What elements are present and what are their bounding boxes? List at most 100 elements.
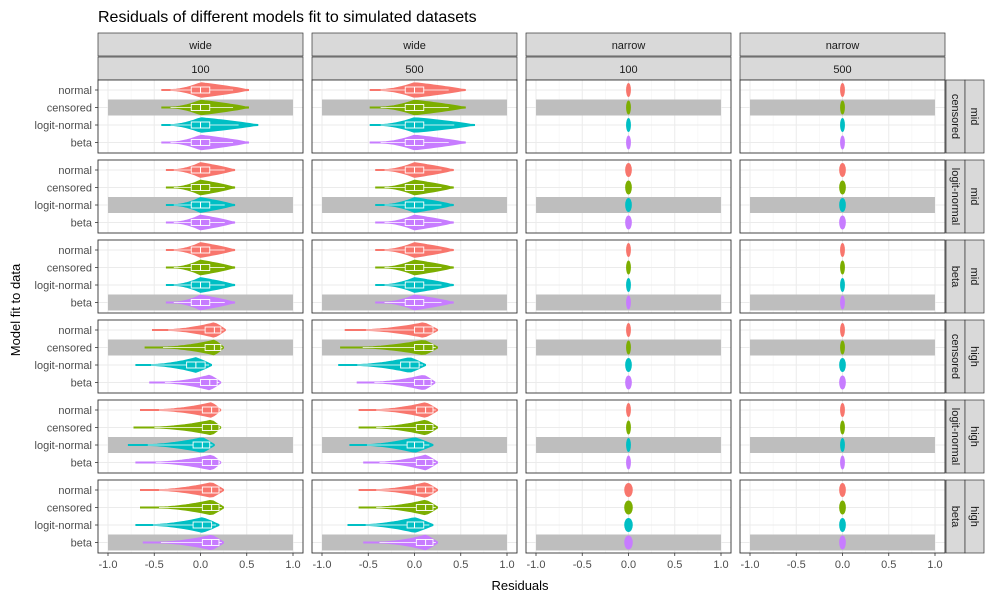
strip-location xyxy=(964,239,985,314)
violin-normal xyxy=(839,163,846,177)
strip-n-label: 500 xyxy=(833,64,851,76)
panel-border xyxy=(525,239,732,314)
violin-censored xyxy=(161,99,249,116)
y-tick-label: beta xyxy=(71,378,93,390)
violin-logit-normal xyxy=(840,438,845,452)
y-tick-label: censored xyxy=(47,183,92,195)
violin-beta xyxy=(839,215,846,230)
x-tick-label: 0.5 xyxy=(667,559,682,571)
panel xyxy=(739,79,946,154)
violin-normal xyxy=(161,82,249,98)
strip-location xyxy=(964,159,985,234)
x-tick-label: 0.5 xyxy=(881,559,896,571)
strip-spread-label: narrow xyxy=(826,40,860,52)
panel-border xyxy=(311,79,518,154)
violin-censored xyxy=(840,340,845,355)
violin-beta xyxy=(840,455,845,470)
violin-beta xyxy=(840,135,845,150)
strip-location-label: high xyxy=(968,346,980,367)
panel xyxy=(739,479,946,554)
x-tick-label: 0.0 xyxy=(407,559,422,571)
strip-location xyxy=(964,479,985,554)
violin-logit-normal xyxy=(839,358,846,372)
panel-border xyxy=(97,79,304,154)
strip-spread-label: wide xyxy=(402,40,426,52)
strip-location-label: high xyxy=(968,426,980,447)
violin-normal xyxy=(626,83,631,97)
x-tick-label: 1.0 xyxy=(713,559,728,571)
panel-border xyxy=(739,239,946,314)
panel-border xyxy=(525,159,732,234)
panel xyxy=(525,79,732,154)
strip-location xyxy=(964,399,985,474)
panel-border xyxy=(97,399,304,474)
violin-normal xyxy=(624,483,633,497)
violin-beta xyxy=(625,375,632,390)
panel xyxy=(97,479,304,554)
panel xyxy=(739,399,946,474)
panel-border xyxy=(525,319,732,394)
x-tick-label: -1.0 xyxy=(527,559,546,571)
panel xyxy=(311,79,518,154)
facet-grid: wide 100 wide 500 narrow 100 narrow 500 censored… xyxy=(35,32,985,571)
strip-true-model-label: beta xyxy=(949,266,961,288)
y-tick-label: logit-normal xyxy=(35,120,92,132)
panel xyxy=(525,399,732,474)
y-tick-label: normal xyxy=(58,245,92,257)
strip-true-model-label: censored xyxy=(949,94,961,139)
y-tick-label: censored xyxy=(47,423,92,435)
panel xyxy=(311,399,518,474)
y-tick-label: logit-normal xyxy=(35,280,92,292)
panel-border xyxy=(525,79,732,154)
panel xyxy=(97,239,304,314)
violin-beta xyxy=(839,535,846,550)
violin-beta xyxy=(626,295,631,310)
strip-spread-0 xyxy=(97,32,304,57)
violin-logit-normal xyxy=(626,278,631,292)
x-tick-label: 0.0 xyxy=(193,559,208,571)
violin-normal xyxy=(840,403,845,417)
panel xyxy=(311,159,518,234)
panel-border xyxy=(739,79,946,154)
chart-title: Residuals of different models fit to sim… xyxy=(98,9,477,26)
violin-logit-normal xyxy=(626,118,631,132)
x-tick-label: 1.0 xyxy=(927,559,942,571)
panel-border xyxy=(97,319,304,394)
y-tick-label: logit-normal xyxy=(35,200,92,212)
panel-border xyxy=(311,239,518,314)
y-tick-label: beta xyxy=(71,538,93,550)
violin-censored xyxy=(839,180,846,195)
panel-border xyxy=(97,159,304,234)
panel xyxy=(525,319,732,394)
violin-normal xyxy=(840,243,845,257)
violin-censored xyxy=(840,420,845,435)
violin-beta xyxy=(839,375,846,390)
x-tick-label: 0.0 xyxy=(835,559,850,571)
panel-border xyxy=(739,399,946,474)
violin-normal xyxy=(625,163,632,177)
panel xyxy=(739,239,946,314)
strip-location-label: mid xyxy=(968,188,980,206)
violin-beta xyxy=(626,455,631,470)
violin-logit-normal xyxy=(625,198,632,212)
violin-normal xyxy=(626,323,631,337)
panel xyxy=(97,319,304,394)
strip-true-model-label: logit-normal xyxy=(949,408,961,465)
violin-censored xyxy=(626,260,631,275)
strip-true-model-label: censored xyxy=(949,334,961,379)
x-tick-label: 1.0 xyxy=(499,559,514,571)
strip-location-label: mid xyxy=(968,108,980,126)
y-tick-label: normal xyxy=(58,325,92,337)
violin-censored xyxy=(369,99,466,116)
violin-normal xyxy=(840,83,845,97)
y-tick-label: beta xyxy=(71,138,93,150)
violin-beta xyxy=(624,535,633,550)
x-tick-label: 0.0 xyxy=(621,559,636,571)
violin-censored xyxy=(625,180,632,195)
violin-normal xyxy=(626,243,631,257)
violin-logit-normal xyxy=(840,118,845,132)
y-tick-label: logit-normal xyxy=(35,360,92,372)
violin-censored xyxy=(626,340,631,355)
strip-location xyxy=(964,79,985,154)
